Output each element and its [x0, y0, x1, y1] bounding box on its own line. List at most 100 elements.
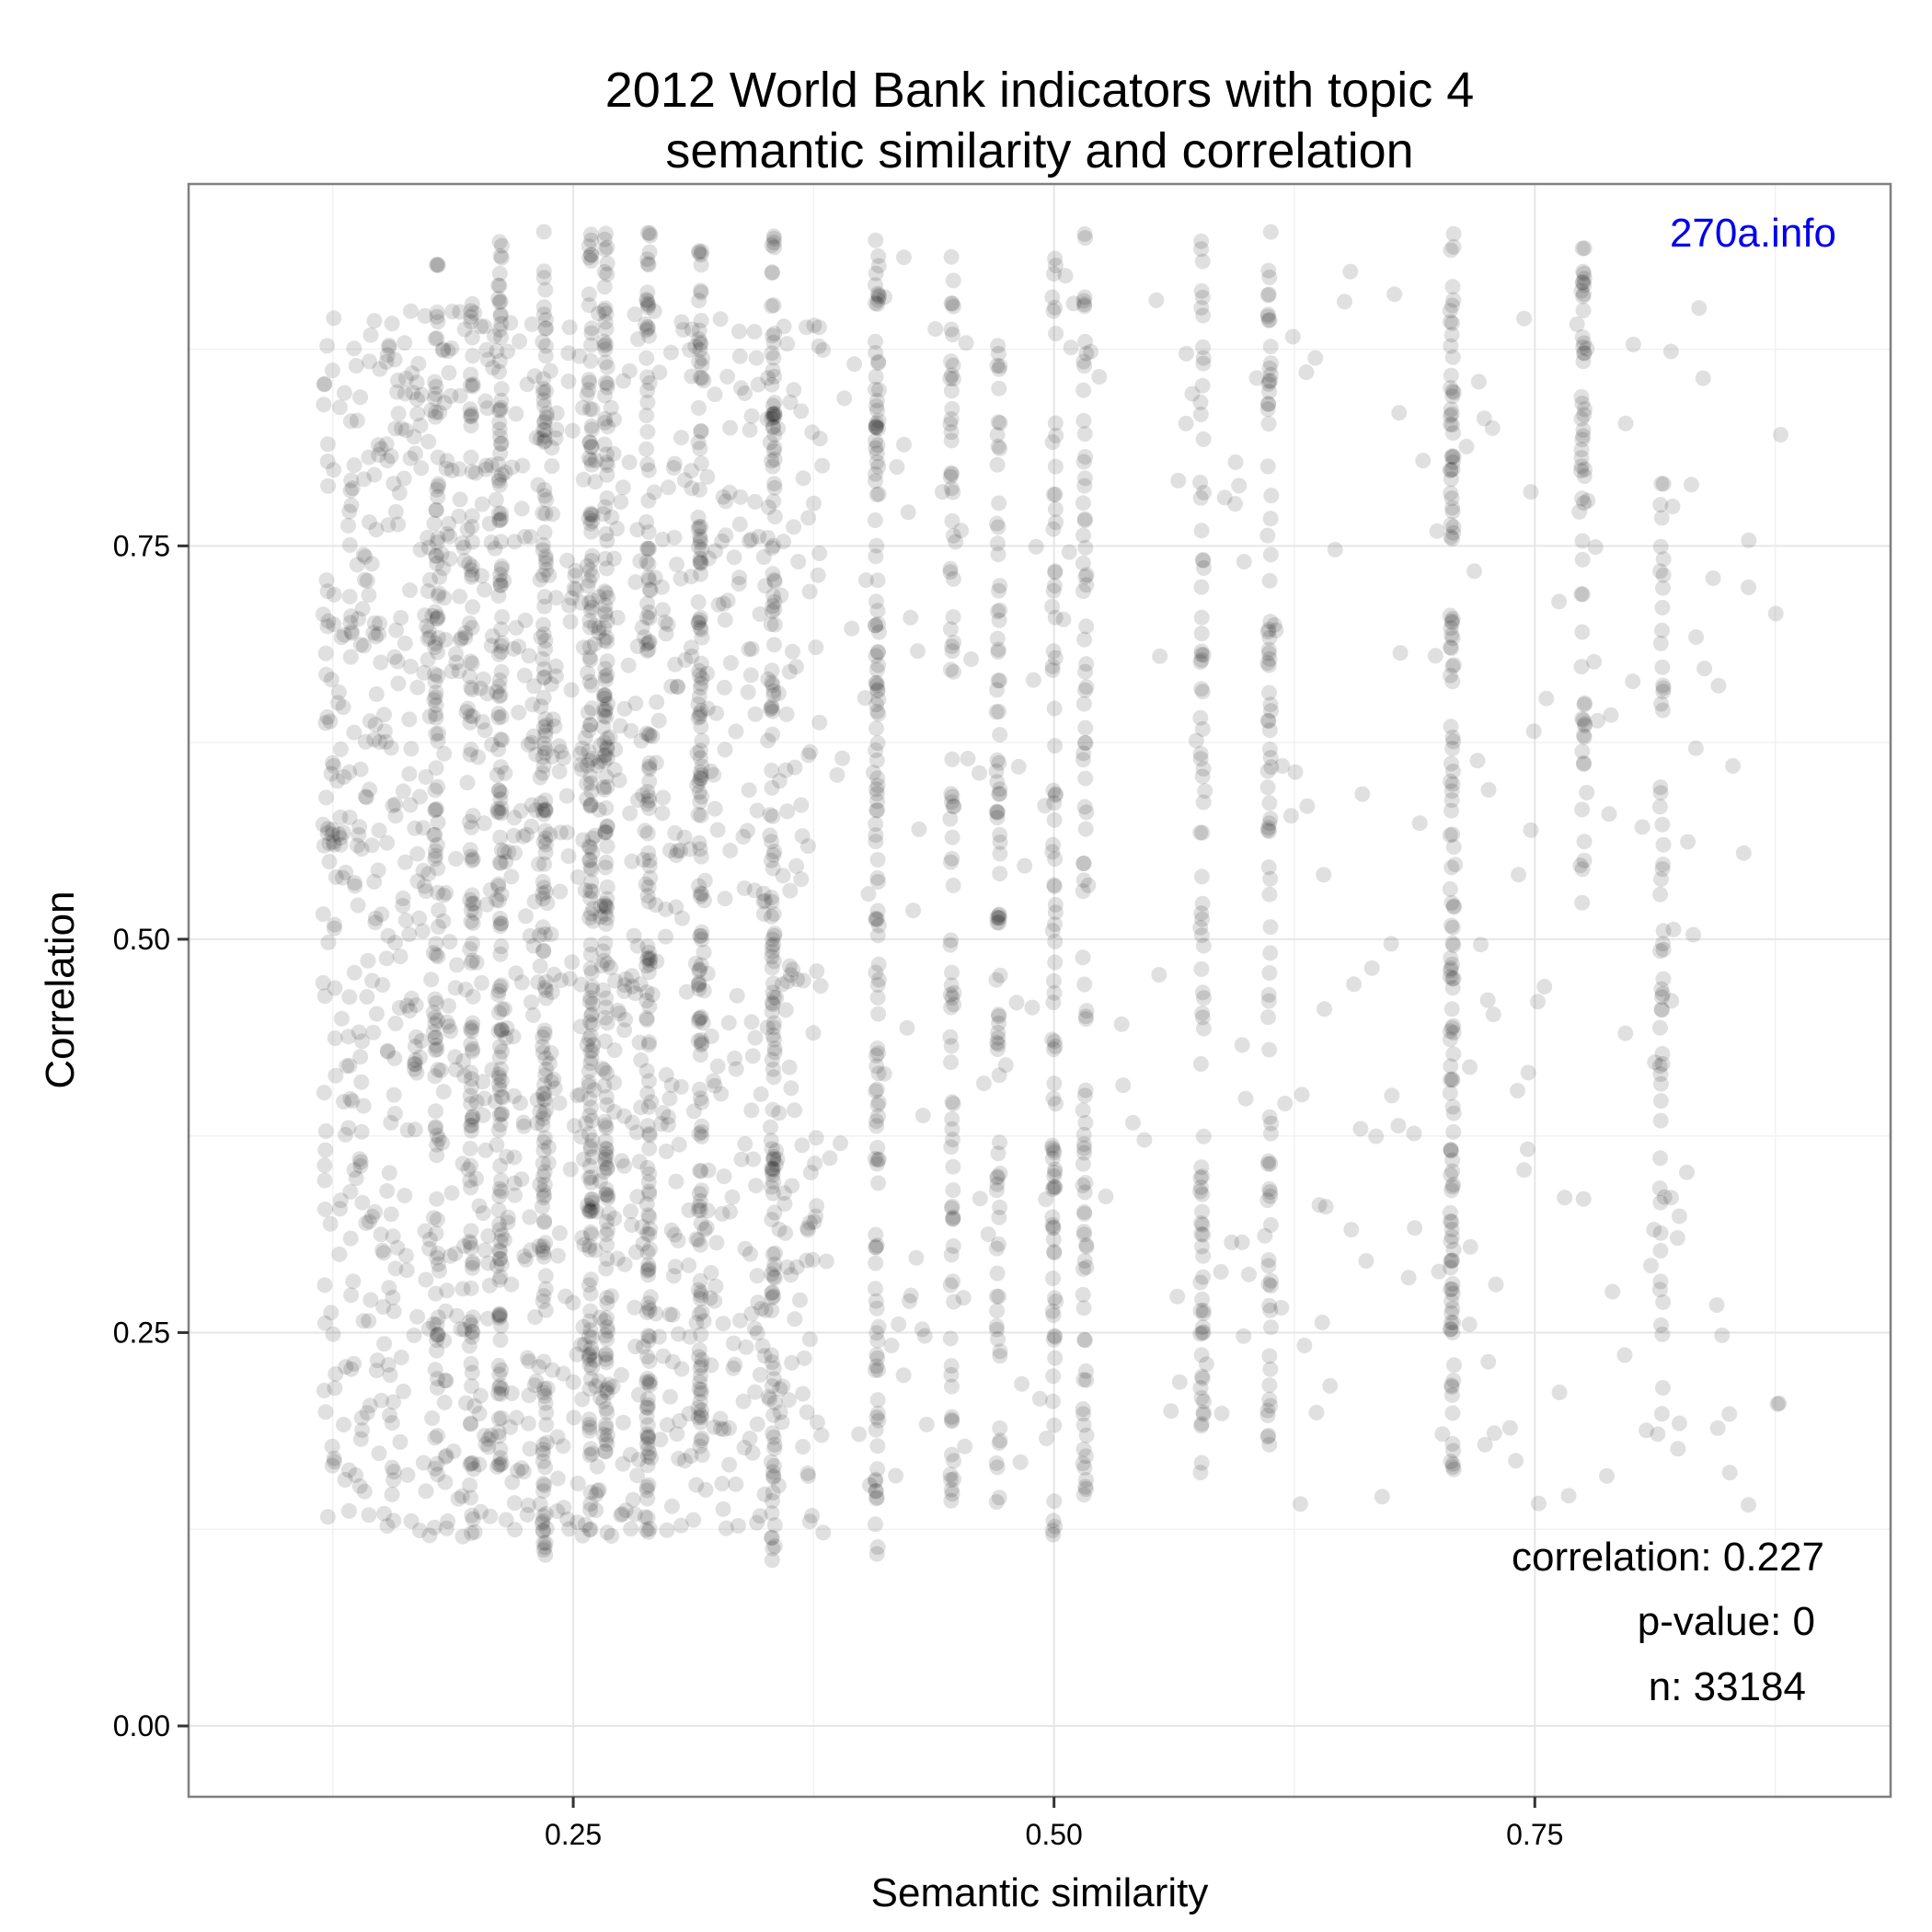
scatter-point — [525, 728, 542, 744]
scatter-point — [535, 1248, 552, 1265]
scatter-point — [410, 355, 427, 372]
scatter-point — [688, 1231, 705, 1248]
scatter-point — [535, 380, 551, 397]
scatter-point — [699, 700, 716, 717]
scatter-point — [869, 296, 886, 312]
scatter-point — [799, 1404, 815, 1420]
scatter-point — [1047, 486, 1064, 502]
scatter-point — [551, 738, 568, 754]
scatter-point — [988, 1288, 1005, 1305]
scatter-point — [1193, 646, 1210, 662]
scatter-point — [598, 1186, 615, 1202]
scatter-point — [918, 1416, 935, 1432]
scatter-point — [490, 1066, 507, 1083]
scatter-point — [788, 659, 804, 675]
scatter-point — [1577, 401, 1593, 418]
scatter-point — [638, 554, 655, 570]
scatter-point — [537, 506, 554, 522]
scatter-point — [409, 873, 426, 890]
scatter-point — [1193, 609, 1210, 626]
scatter-point — [559, 1511, 576, 1527]
scatter-point — [483, 638, 500, 654]
scatter-point — [475, 1107, 491, 1123]
scatter-point — [640, 541, 656, 558]
scatter-point — [801, 1214, 818, 1231]
scatter-point — [1236, 554, 1252, 569]
scatter-point — [584, 1112, 600, 1129]
scatter-point — [355, 1313, 372, 1329]
scatter-point — [945, 877, 961, 893]
scatter-point — [944, 1413, 960, 1430]
scatter-point — [477, 393, 494, 409]
scatter-point — [692, 1081, 707, 1098]
scatter-point — [692, 750, 708, 766]
scatter-point — [407, 1052, 423, 1068]
scatter-point — [429, 1455, 445, 1472]
scatter-point — [418, 1271, 434, 1288]
scatter-point — [466, 1524, 483, 1540]
scatter-point — [535, 1524, 551, 1540]
scatter-point — [336, 385, 352, 401]
scatter-point — [694, 1094, 710, 1110]
scatter-point — [637, 822, 653, 839]
scatter-point — [316, 376, 332, 393]
scatter-point — [779, 803, 796, 820]
scatter-point — [480, 1431, 497, 1447]
scatter-point — [870, 956, 887, 972]
scatter-point — [1443, 462, 1459, 478]
scatter-point — [641, 1353, 658, 1369]
scatter-point — [493, 505, 510, 522]
scatter-point — [464, 1378, 480, 1395]
scatter-point — [362, 1292, 379, 1308]
scatter-point — [429, 1328, 445, 1343]
scatter-point — [1261, 1377, 1278, 1394]
scatter-point — [806, 1213, 822, 1230]
scatter-point — [1671, 1415, 1687, 1432]
scatter-point — [748, 350, 765, 366]
scatter-point — [945, 298, 961, 315]
scatter-point — [1576, 345, 1592, 362]
scatter-point — [493, 1183, 510, 1200]
scatter-point — [1261, 1041, 1278, 1058]
scatter-point — [1046, 1245, 1063, 1261]
scatter-point — [870, 353, 887, 370]
scatter-point — [1445, 238, 1462, 255]
scatter-point — [368, 686, 385, 702]
scatter-point — [699, 965, 716, 982]
scatter-point — [764, 1529, 780, 1546]
scatter-point — [720, 1015, 737, 1031]
scatter-point — [449, 1307, 466, 1324]
scatter-point — [615, 479, 631, 496]
scatter-point — [1574, 861, 1591, 878]
scatter-point — [1443, 1387, 1460, 1403]
scatter-point — [413, 1032, 430, 1049]
scatter-point — [581, 1522, 598, 1538]
scatter-point — [1098, 1189, 1114, 1204]
scatter-point — [462, 1172, 478, 1189]
scatter-point — [487, 1093, 503, 1110]
scatter-point — [597, 1151, 614, 1167]
scatter-point — [493, 886, 510, 903]
scatter-point — [532, 769, 548, 786]
scatter-point — [616, 1108, 633, 1124]
scatter-point — [1192, 1326, 1209, 1342]
scatter-point — [581, 994, 598, 1010]
scatter-point — [690, 1013, 707, 1029]
scatter-point — [489, 1137, 505, 1153]
scatter-point — [1261, 742, 1278, 757]
scatter-point — [492, 1307, 509, 1324]
scatter-point — [603, 399, 619, 416]
scatter-point — [1194, 1186, 1211, 1202]
scatter-point — [1625, 673, 1641, 690]
scatter-point — [494, 1043, 511, 1060]
scatter-point — [536, 488, 553, 504]
scatter-point — [1651, 1282, 1668, 1298]
scatter-point — [693, 1215, 709, 1232]
scatter-point — [1259, 655, 1276, 672]
scatter-point — [1262, 546, 1279, 563]
scatter-point — [595, 701, 612, 718]
scatter-point — [691, 1198, 707, 1214]
scatter-point — [755, 549, 772, 565]
scatter-point — [690, 709, 707, 726]
scatter-point — [693, 927, 709, 944]
